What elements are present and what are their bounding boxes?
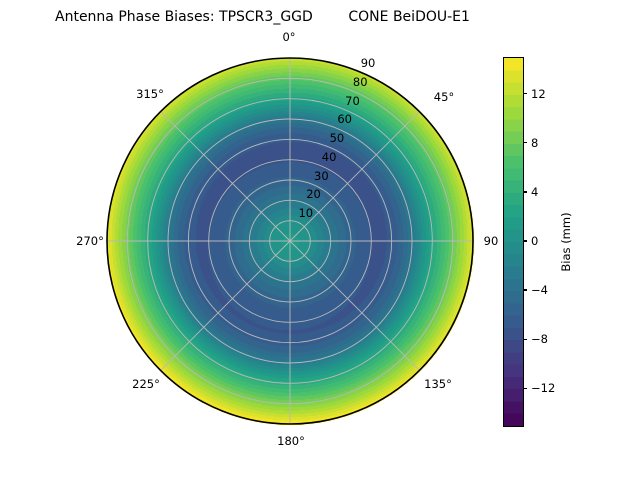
r-tick-label: 80 xyxy=(352,74,368,89)
colorbar-tick-label: −8 xyxy=(531,332,548,347)
r-tick-label: 10 xyxy=(298,206,314,221)
colorbar-tick-mark xyxy=(523,142,527,144)
r-tick-label: 70 xyxy=(345,93,360,108)
colorbar-tick-mark xyxy=(523,289,527,291)
theta-tick-label: 225° xyxy=(132,377,160,391)
colorbar-tick-label: 4 xyxy=(531,184,539,199)
r-tick-label: 20 xyxy=(306,187,321,202)
r-tick-label: 30 xyxy=(314,168,329,183)
colorbar-tick-mark xyxy=(523,387,527,389)
theta-gridline xyxy=(160,111,291,242)
theta-tick-label: 90 xyxy=(483,234,499,248)
colorbar-tick-mark xyxy=(523,93,527,95)
r-tick-label: 50 xyxy=(329,131,345,146)
r-tick-label: 40 xyxy=(321,149,337,164)
chart-title: Antenna Phase Biases: TPSCR3_GGD CONE Be… xyxy=(55,9,470,25)
r-tick-label: 90 xyxy=(360,55,376,70)
colorbar-axis-label: Bias (mm) xyxy=(559,212,573,272)
r-tick-label: 60 xyxy=(337,112,352,127)
polar-grid xyxy=(106,57,474,425)
colorbar-tick-mark xyxy=(523,191,527,193)
colorbar-tick-mark xyxy=(523,240,527,242)
theta-tick-label: 270° xyxy=(76,234,104,248)
theta-tick-label: 135° xyxy=(424,377,452,391)
theta-gridline xyxy=(289,240,420,371)
colorbar-tick-label: −4 xyxy=(531,283,548,298)
theta-tick-label: 45° xyxy=(433,90,455,104)
colorbar-tick-label: −12 xyxy=(531,381,556,396)
theta-tick-label: 0° xyxy=(282,30,296,44)
colorbar-tick-label: 8 xyxy=(531,135,539,150)
colorbar-tick-label: 12 xyxy=(531,86,546,101)
theta-tick-label: 180° xyxy=(277,434,305,448)
colorbar-tick-label: 0 xyxy=(531,234,539,248)
theta-tick-label: 315° xyxy=(136,87,164,101)
theta-gridline xyxy=(160,240,291,371)
colorbar xyxy=(503,57,524,427)
theta-gridline xyxy=(289,111,420,242)
colorbar-tick-mark xyxy=(523,338,527,340)
polar-axis-edge xyxy=(106,57,474,425)
